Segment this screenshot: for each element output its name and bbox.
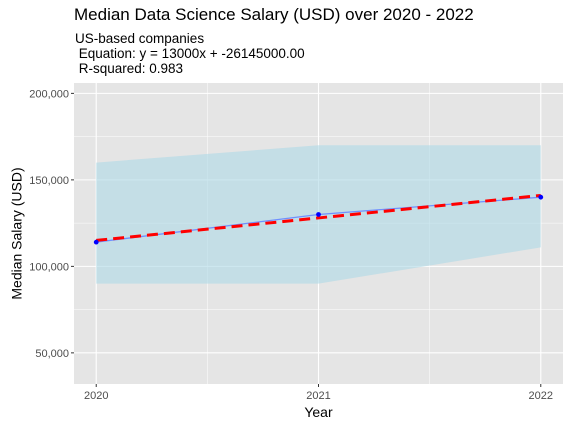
y-tick-label: 50,000 xyxy=(35,348,69,360)
x-axis: 2020 2021 2022 xyxy=(84,384,553,402)
chart-title: Median Data Science Salary (USD) over 20… xyxy=(74,5,474,24)
series-regression-line xyxy=(96,193,541,242)
chart-subtitle-line-2: Equation: y = 13000x + -26145000.00 xyxy=(75,46,305,61)
x-tick-label: 2021 xyxy=(306,390,330,402)
x-tick-label: 2020 xyxy=(84,390,108,402)
x-axis-title: Year xyxy=(304,404,333,420)
chart-subtitle-line-3: R-squared: 0.983 xyxy=(75,61,184,76)
y-tick-label: 100,000 xyxy=(29,261,69,273)
y-tick-label: 150,000 xyxy=(29,175,69,187)
x-tick-label: 2022 xyxy=(529,390,553,402)
series-layer xyxy=(93,193,544,245)
data-point xyxy=(316,212,321,217)
data-point xyxy=(93,239,99,245)
y-axis: 50,000 100,000 150,000 200,000 xyxy=(29,88,74,360)
chart-subtitle-line-1: US-based companies xyxy=(75,31,205,46)
y-axis-title: Median Salary (USD) xyxy=(9,167,25,299)
y-tick-label: 200,000 xyxy=(29,88,69,100)
data-point xyxy=(538,194,544,200)
